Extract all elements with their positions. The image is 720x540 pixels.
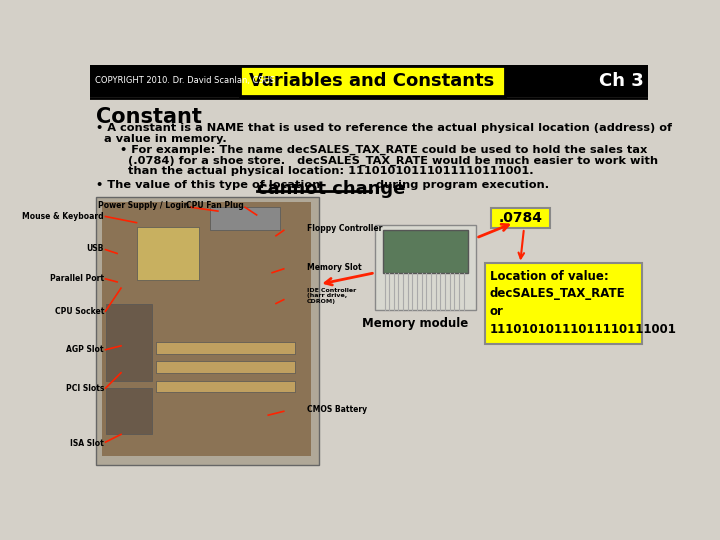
Text: cannot change: cannot change — [258, 180, 406, 198]
Text: CPU Socket: CPU Socket — [55, 307, 104, 316]
Text: USB: USB — [86, 244, 104, 253]
Text: .0784: .0784 — [498, 211, 542, 225]
Text: Parallel Port: Parallel Port — [50, 274, 104, 282]
Bar — [102, 202, 311, 456]
Bar — [375, 225, 476, 309]
Text: Variables and Constants: Variables and Constants — [249, 72, 495, 90]
Text: Memory Slot: Memory Slot — [307, 263, 361, 272]
Bar — [90, 65, 648, 97]
Text: PCI Slots: PCI Slots — [66, 384, 104, 393]
Text: • A constant is a NAME that is used to reference the actual physical location (a: • A constant is a NAME that is used to r… — [96, 123, 672, 133]
Bar — [240, 66, 505, 96]
Text: Memory module: Memory module — [362, 318, 469, 330]
Bar — [383, 231, 468, 273]
Text: Constant: Constant — [96, 107, 202, 127]
Text: IDE Controller
(harr drive,
CDROM): IDE Controller (harr drive, CDROM) — [307, 287, 356, 304]
Bar — [492, 208, 549, 228]
Bar — [156, 361, 295, 373]
Bar — [106, 388, 152, 434]
Text: CPU Fan Plug: CPU Fan Plug — [186, 201, 243, 210]
Text: Floppy Controller: Floppy Controller — [307, 224, 382, 233]
Text: ISA Slot: ISA Slot — [71, 439, 104, 448]
Text: Mouse & Keyboard: Mouse & Keyboard — [22, 212, 104, 221]
Text: COPYRIGHT 2010. Dr. David Scanlan, CSUS: COPYRIGHT 2010. Dr. David Scanlan, CSUS — [94, 77, 275, 85]
Text: (.0784) for a shoe store.   decSALES_TAX_RATE would be much easier to work with: (.0784) for a shoe store. decSALES_TAX_R… — [96, 156, 658, 166]
Text: CMOS Battery: CMOS Battery — [307, 405, 367, 414]
Bar — [156, 342, 295, 354]
Text: a value in memory.: a value in memory. — [96, 134, 227, 144]
Bar — [485, 264, 642, 345]
Text: AGP Slot: AGP Slot — [66, 345, 104, 354]
Bar — [210, 207, 280, 231]
Text: Ch 3: Ch 3 — [598, 72, 644, 90]
Bar — [156, 381, 295, 392]
Text: during program execution.: during program execution. — [372, 180, 549, 190]
Text: • The value of this type of location: • The value of this type of location — [96, 180, 325, 190]
Text: 11101010111011110111001: 11101010111011110111001 — [490, 323, 677, 336]
Bar — [106, 303, 152, 381]
Bar — [137, 226, 199, 280]
Text: than the actual physical location: 11101010111011110111001.: than the actual physical location: 11101… — [96, 166, 534, 177]
Bar — [96, 197, 320, 465]
Text: Location of value:: Location of value: — [490, 269, 608, 282]
Text: or: or — [490, 305, 504, 318]
Text: Power Supply / Login: Power Supply / Login — [98, 201, 189, 210]
Text: • For example: The name decSALES_TAX_RATE could be used to hold the sales tax: • For example: The name decSALES_TAX_RAT… — [96, 145, 647, 155]
Text: decSALES_TAX_RATE: decSALES_TAX_RATE — [490, 287, 626, 300]
